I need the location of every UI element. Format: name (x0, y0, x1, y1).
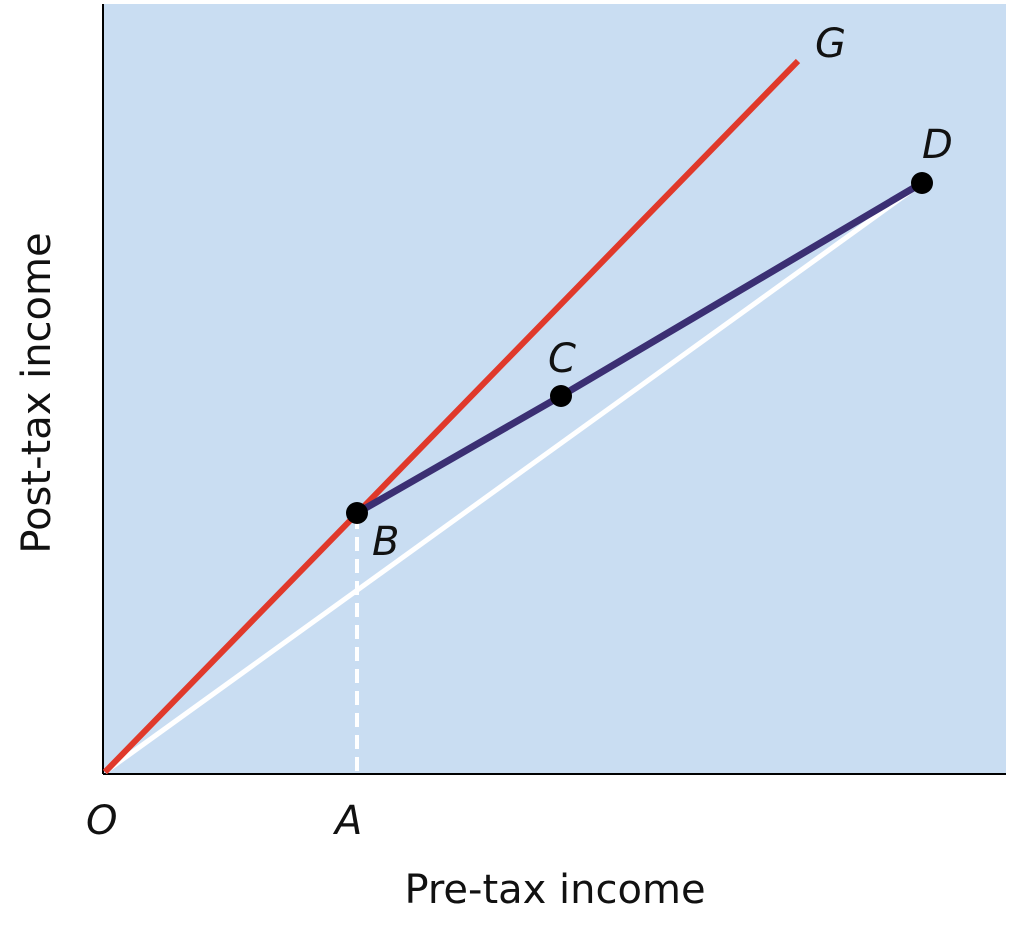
label-d: D (922, 122, 953, 168)
x-axis-title: Pre-tax income (404, 867, 705, 913)
line-o-to-g (102, 58, 801, 775)
label-origin: O (86, 798, 117, 844)
line-o-to-d (103, 180, 924, 775)
label-g: G (815, 21, 846, 67)
label-a: A (332, 798, 362, 844)
point-b (346, 502, 368, 524)
y-axis-title: Post-tax income (14, 232, 60, 553)
point-d (911, 172, 933, 194)
point-c (550, 385, 572, 407)
label-c: C (548, 336, 576, 382)
label-b: B (372, 519, 399, 565)
